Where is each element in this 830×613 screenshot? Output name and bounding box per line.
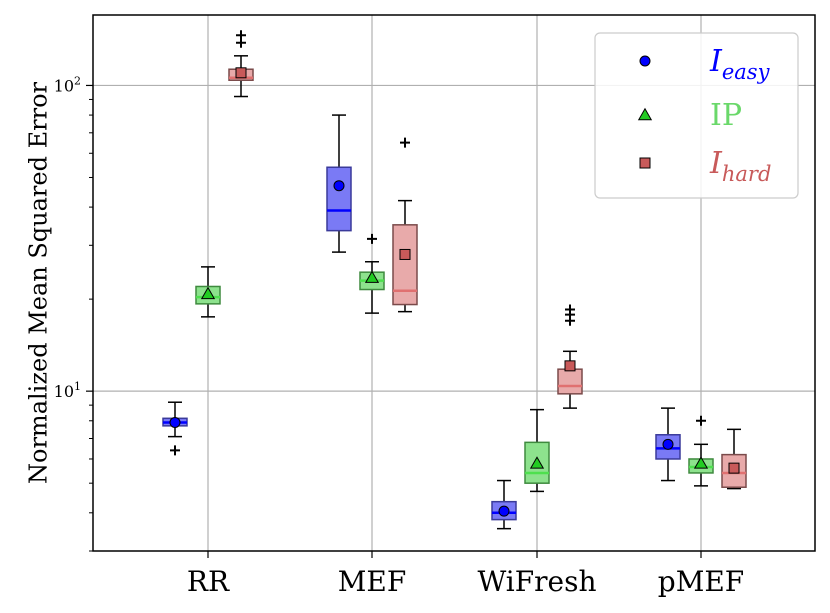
legend-marker-2 bbox=[637, 107, 653, 121]
legend-label-3: Ihard bbox=[709, 146, 771, 186]
legend-marker-1 bbox=[639, 55, 651, 67]
mean-marker bbox=[529, 456, 545, 469]
flier-point bbox=[367, 233, 377, 244]
mean-marker bbox=[498, 505, 510, 517]
axes: 101 102 RR MEF WiFresh pMEF bbox=[54, 74, 745, 598]
mean-marker bbox=[200, 286, 216, 300]
box-ihard-pmef bbox=[721, 428, 747, 490]
x-tick-label-rr: RR bbox=[187, 565, 230, 598]
legend: Ieasy IP Ihard bbox=[594, 32, 799, 199]
box-iqr bbox=[392, 224, 418, 306]
box-ihard-rr bbox=[228, 30, 254, 98]
x-tick-label-pmef: pMEF bbox=[658, 565, 744, 598]
box-ip-wifresh bbox=[524, 408, 550, 493]
mean-marker bbox=[564, 360, 576, 372]
plot-frame bbox=[92, 14, 816, 552]
box-iqr bbox=[721, 453, 747, 488]
mean-marker bbox=[169, 416, 181, 428]
legend-label-2: IP bbox=[710, 98, 742, 133]
mean-marker bbox=[364, 270, 380, 283]
y-tick-label: 101 bbox=[54, 380, 81, 401]
legend-box bbox=[594, 32, 799, 199]
box-ip-mef bbox=[359, 233, 385, 314]
y-tick-label: 102 bbox=[54, 74, 81, 95]
legend-label-1: Ieasy bbox=[709, 44, 771, 84]
flier-point bbox=[400, 137, 410, 148]
x-tick-label-mef: MEF bbox=[338, 565, 407, 598]
mean-marker bbox=[399, 248, 411, 260]
box-ihard-wifresh bbox=[557, 304, 583, 409]
box-ieasy-pmef bbox=[655, 407, 681, 482]
box-ieasy-wifresh bbox=[491, 479, 517, 530]
box-iqr bbox=[326, 166, 352, 232]
flier-point bbox=[170, 445, 180, 456]
box-ip-rr bbox=[195, 266, 221, 318]
mean-marker bbox=[235, 67, 247, 79]
mean-marker bbox=[662, 438, 674, 450]
box-ip-pmef bbox=[688, 415, 714, 487]
mean-marker bbox=[728, 462, 740, 474]
boxes-layer bbox=[162, 30, 747, 530]
flier-point bbox=[236, 30, 246, 41]
box-ihard-mef bbox=[392, 137, 418, 313]
flier-point bbox=[696, 415, 706, 426]
mean-marker bbox=[333, 180, 345, 192]
box-ieasy-mef bbox=[326, 114, 352, 253]
box-iqr bbox=[557, 368, 583, 395]
y-axis-label: Normalized Mean Squared Error bbox=[25, 81, 53, 484]
legend-marker-3 bbox=[639, 157, 651, 169]
mean-marker bbox=[693, 456, 709, 469]
flier-point bbox=[565, 304, 575, 315]
box-ieasy-rr bbox=[162, 401, 188, 456]
x-tick-label-wifresh: WiFresh bbox=[477, 565, 596, 598]
